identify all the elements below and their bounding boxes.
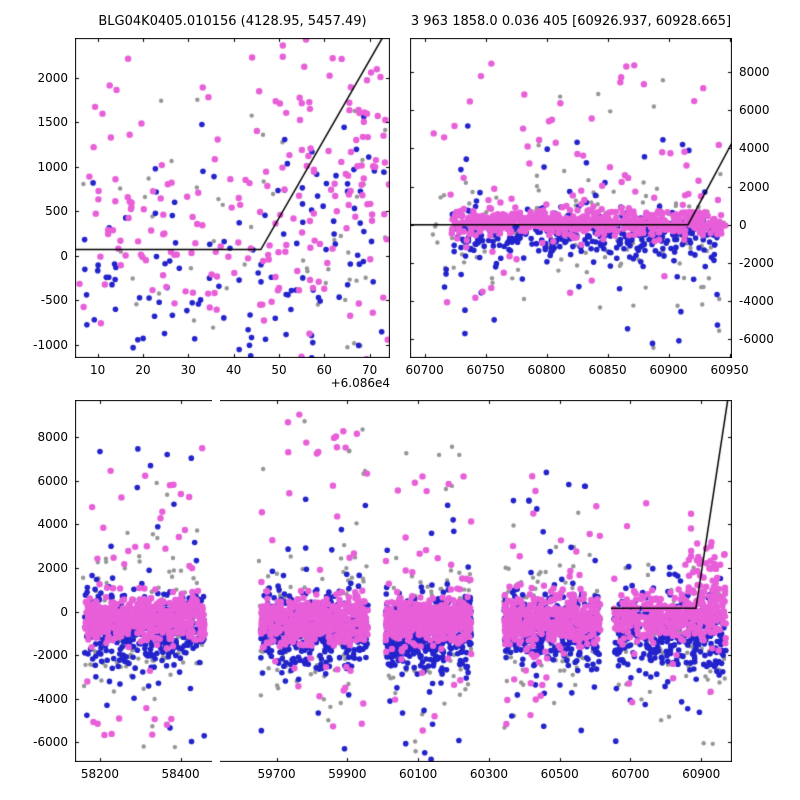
x-tick-label: 58200 [80, 767, 120, 781]
y-tick-label: 0 [60, 604, 68, 619]
top-right-plot-title: 3 963 1858.0 0.036 405 [60926.937, 60928… [410, 14, 732, 29]
x-tick-label: 59700 [257, 767, 296, 781]
y-tick-label: 0 [60, 248, 68, 263]
y-tick-label: 2000 [37, 560, 68, 575]
x-tick-label: 60100 [399, 767, 438, 781]
x-tick-label: 60900 [649, 363, 688, 377]
y-tick-label: 2000 [37, 71, 68, 85]
x-tick-label: 40 [225, 363, 242, 377]
y-tick-label: -2000 [33, 648, 68, 663]
y-tick-label: -1000 [33, 337, 68, 352]
y-tick-label: -500 [40, 293, 68, 308]
y-tick-label: 8000 [37, 430, 68, 445]
y-tick-label: 0 [739, 217, 747, 232]
x-axis-offset-label: +6.086e4 [330, 376, 390, 390]
x-tick-label: 60900 [682, 767, 721, 781]
top-right-scatter-plot [410, 38, 732, 358]
bottom-scatter-right-segment [220, 400, 732, 762]
x-tick-label: 60950 [710, 363, 749, 377]
x-tick-label: 60700 [611, 767, 650, 781]
y-tick-label: 6000 [739, 103, 770, 118]
y-tick-label: 6000 [37, 473, 68, 488]
x-tick-label: 20 [135, 363, 151, 377]
y-tick-label: 1500 [37, 115, 68, 130]
y-tick-label: -6000 [739, 331, 774, 346]
top-left-plot-title: BLG04K0405.010156 (4128.95, 5457.49) [98, 14, 367, 29]
x-tick-label: 50 [271, 363, 287, 377]
x-tick-label: 60300 [469, 767, 508, 781]
x-tick-label: 60500 [540, 767, 579, 781]
y-tick-label: -4000 [33, 691, 68, 706]
y-tick-label: 4000 [739, 141, 770, 156]
x-tick-label: 30 [180, 363, 196, 377]
bottom-scatter-left-segment [75, 400, 212, 762]
x-tick-label: 10 [90, 363, 106, 377]
y-tick-label: -4000 [739, 293, 774, 308]
y-tick-label: 1000 [37, 159, 68, 174]
y-tick-label: -2000 [739, 255, 774, 270]
x-tick-label: 60800 [527, 363, 566, 377]
y-tick-label: 2000 [739, 179, 770, 194]
top-left-scatter-plot [75, 38, 390, 358]
y-tick-label: 8000 [739, 65, 770, 80]
x-tick-label: 60 [316, 363, 332, 377]
x-tick-label: 60850 [588, 363, 627, 377]
x-tick-label: 58400 [161, 767, 200, 781]
y-tick-label: 4000 [37, 517, 68, 532]
x-tick-label: 60700 [405, 363, 444, 377]
x-tick-label: 70 [361, 363, 378, 377]
y-tick-label: -6000 [33, 735, 68, 750]
y-tick-label: 500 [45, 204, 68, 219]
x-tick-label: 59900 [328, 767, 367, 781]
x-tick-label: 60750 [466, 363, 505, 377]
